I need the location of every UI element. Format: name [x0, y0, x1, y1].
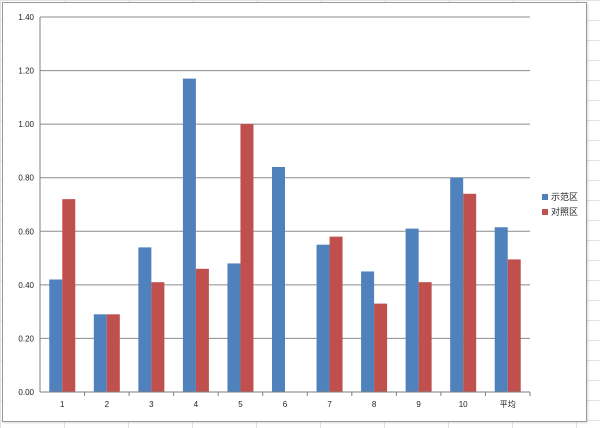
bar-series1-9: [405, 228, 419, 392]
bar-series2-1: [62, 199, 76, 392]
y-tick-label: 1.40: [18, 13, 34, 22]
bar-series1-5: [227, 263, 241, 392]
x-tick-label: 平均: [500, 399, 516, 409]
y-tick-label: 0.40: [18, 281, 34, 290]
x-tick-label: 3: [149, 400, 154, 409]
x-tick-label: 10: [459, 400, 468, 409]
y-tick-label: 0.80: [18, 174, 34, 183]
y-tick-label: 0.00: [18, 388, 34, 397]
bar-series1-3: [138, 247, 152, 392]
x-tick-label: 9: [416, 400, 421, 409]
bar-series2-5: [240, 124, 254, 393]
y-tick-label: 0.20: [18, 334, 34, 343]
bar-series2-2: [106, 314, 120, 392]
y-tick-label: 1.00: [18, 120, 34, 129]
bar-series2-4: [195, 268, 209, 392]
bar-series2-10: [463, 193, 477, 392]
legend-label: 示范区: [551, 191, 578, 202]
bars: [49, 78, 521, 393]
bar-series1-10: [450, 177, 464, 392]
axes: [39, 17, 531, 396]
bar-series1-8: [361, 271, 375, 392]
bar-series2-3: [151, 282, 165, 392]
bar-series1-6: [272, 167, 285, 392]
x-tick-label: 4: [194, 400, 199, 409]
x-axis-tick-labels: 1 2 3 4 5 6 7 8 9 10 平均: [60, 399, 516, 409]
legend-swatch: [542, 209, 548, 215]
bar-series2-7: [329, 236, 343, 392]
bar-series1-1: [49, 279, 63, 392]
bar-series2-11: [507, 259, 521, 392]
x-tick-label: 6: [283, 400, 288, 409]
bar-series2-8: [374, 303, 388, 392]
y-tick-label: 1.20: [18, 67, 34, 76]
x-tick-label: 5: [238, 400, 243, 409]
x-tick-label: 7: [327, 400, 332, 409]
bar-series1-11: [494, 227, 508, 392]
bar-series1-7: [316, 244, 330, 392]
x-tick-label: 2: [105, 400, 110, 409]
bar-series1-4: [182, 78, 196, 392]
y-tick-label: 0.60: [18, 227, 34, 236]
legend-swatch: [542, 194, 548, 200]
bar-series1-2: [93, 314, 107, 392]
x-tick-label: 8: [372, 400, 377, 409]
legend-label: 对照区: [551, 206, 578, 217]
y-axis-tick-labels: 0.00 0.20 0.40 0.60 0.80 1.00 1.20 1.40: [18, 13, 34, 397]
x-tick-label: 1: [60, 400, 65, 409]
bar-series2-9: [418, 282, 432, 392]
